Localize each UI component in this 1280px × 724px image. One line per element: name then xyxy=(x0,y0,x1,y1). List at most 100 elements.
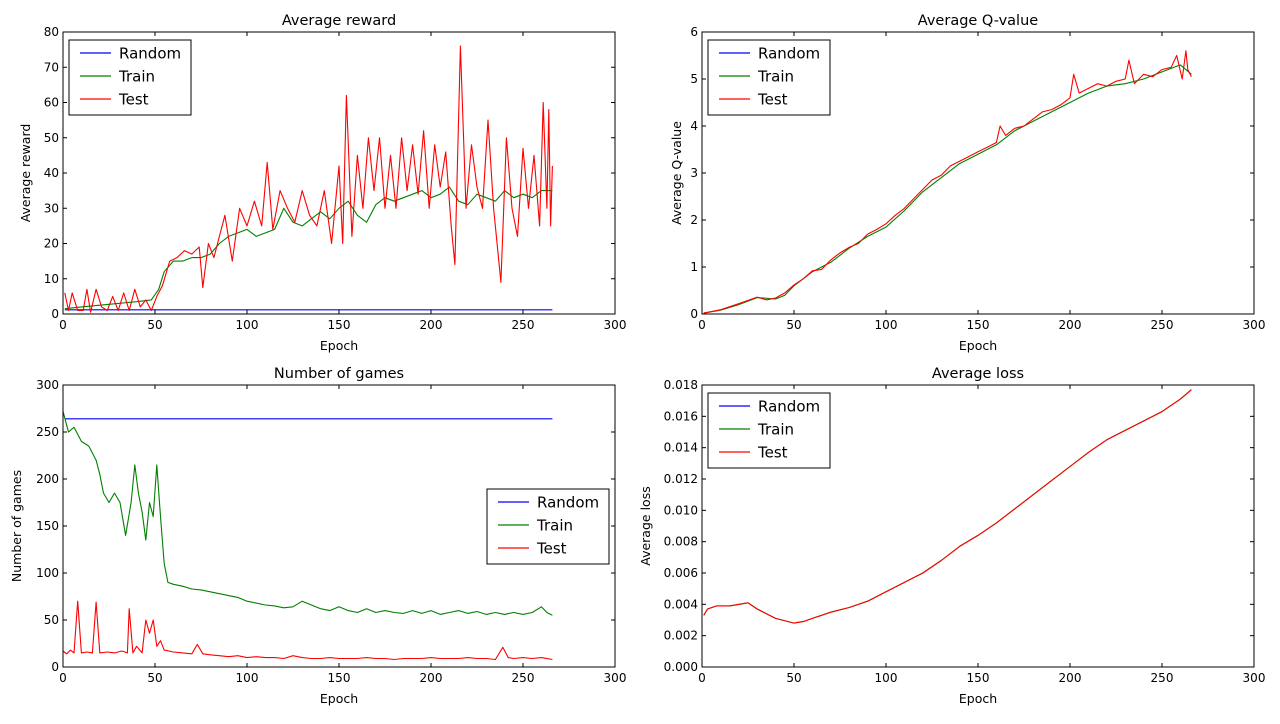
x-tick-label: 200 xyxy=(1059,318,1082,332)
y-axis-label: Average loss xyxy=(638,486,653,565)
x-tick-label: 50 xyxy=(786,671,801,685)
legend: Random Train Test xyxy=(486,488,610,565)
legend-label: Test xyxy=(118,91,149,109)
y-tick-label: 5 xyxy=(690,72,698,86)
series-line-test xyxy=(64,45,553,313)
y-tick-label: 20 xyxy=(44,237,59,251)
y-tick-label: 0.002 xyxy=(664,629,698,643)
y-tick-label: 200 xyxy=(36,472,59,486)
series-line-train xyxy=(63,411,553,616)
legend-label: Train xyxy=(757,421,794,439)
y-tick-label: 0.006 xyxy=(664,566,698,580)
y-tick-label: 3 xyxy=(690,166,698,180)
x-tick-label: 100 xyxy=(875,671,898,685)
x-tick-label: 150 xyxy=(967,671,990,685)
y-tick-label: 4 xyxy=(690,119,698,133)
x-tick-label: 200 xyxy=(420,318,443,332)
y-tick-label: 0.014 xyxy=(664,441,698,455)
legend: Random Train Test xyxy=(707,392,831,469)
y-tick-label: 0.004 xyxy=(664,597,698,611)
x-tick-label: 100 xyxy=(236,671,259,685)
x-tick-label: 200 xyxy=(420,671,443,685)
x-tick-label: 150 xyxy=(328,318,351,332)
series-group xyxy=(63,411,553,661)
y-axis-label: Average Q-value xyxy=(669,121,684,225)
series-group xyxy=(64,45,553,313)
legend-label: Test xyxy=(536,540,567,558)
y-axis-label: Number of games xyxy=(9,470,24,582)
chart-panel: 0 50 100 150 200 250 300 0 50 100 150 200 250 300 Numb… xyxy=(9,366,626,706)
x-tick-label: 300 xyxy=(1243,671,1266,685)
y-tick-label: 80 xyxy=(44,25,59,39)
series-line-test xyxy=(63,600,553,661)
legend-label: Random xyxy=(119,45,181,63)
x-tick-label: 150 xyxy=(328,671,351,685)
x-tick-label: 0 xyxy=(59,671,67,685)
x-axis-label: Epoch xyxy=(320,691,358,706)
y-tick-label: 0.010 xyxy=(664,503,698,517)
x-tick-label: 100 xyxy=(875,318,898,332)
legend-label: Random xyxy=(758,398,820,416)
y-tick-label: 30 xyxy=(44,201,59,215)
legend-label: Train xyxy=(757,68,794,86)
x-axis-label: Epoch xyxy=(959,691,997,706)
series-group xyxy=(703,389,1192,624)
y-tick-label: 0 xyxy=(690,307,698,321)
legend-label: Random xyxy=(758,45,820,63)
series-line-test xyxy=(703,389,1192,624)
legend: Random Train Test xyxy=(707,39,831,116)
y-tick-label: 6 xyxy=(690,25,698,39)
y-tick-label: 250 xyxy=(36,425,59,439)
x-tick-label: 50 xyxy=(147,671,162,685)
chart-title: Average Q-value xyxy=(918,13,1038,29)
y-tick-label: 0.012 xyxy=(664,472,698,486)
x-tick-label: 150 xyxy=(967,318,990,332)
legend: Random Train Test xyxy=(68,39,192,116)
x-axis-label: Epoch xyxy=(959,338,997,353)
chart-panel: 0 50 100 150 200 250 300 0.000 0.002 0.004 0.006 0.… xyxy=(638,366,1265,706)
x-tick-label: 250 xyxy=(1151,318,1174,332)
y-tick-label: 0.000 xyxy=(664,660,698,674)
y-tick-label: 60 xyxy=(44,96,59,110)
y-tick-label: 100 xyxy=(36,566,59,580)
series-line-train xyxy=(64,186,553,310)
x-tick-label: 0 xyxy=(698,671,706,685)
x-tick-label: 0 xyxy=(698,318,706,332)
y-tick-label: 70 xyxy=(44,60,59,74)
y-tick-label: 40 xyxy=(44,166,59,180)
legend-label: Train xyxy=(118,68,155,86)
y-tick-label: 0 xyxy=(51,660,59,674)
x-tick-label: 200 xyxy=(1059,671,1082,685)
y-tick-label: 50 xyxy=(44,131,59,145)
legend-label: Train xyxy=(536,517,573,535)
chart-title: Average loss xyxy=(932,366,1024,382)
y-tick-label: 0.016 xyxy=(664,409,698,423)
series-line-test xyxy=(703,50,1192,314)
y-axis-label: Average reward xyxy=(18,124,33,223)
x-tick-label: 50 xyxy=(786,318,801,332)
y-tick-label: 50 xyxy=(44,613,59,627)
y-tick-label: 0 xyxy=(51,307,59,321)
x-axis-label: Epoch xyxy=(320,338,358,353)
y-tick-label: 0.018 xyxy=(664,378,698,392)
y-tick-label: 0.008 xyxy=(664,535,698,549)
chart-title: Average reward xyxy=(282,13,396,29)
x-tick-label: 250 xyxy=(512,318,535,332)
x-tick-label: 300 xyxy=(1243,318,1266,332)
series-group xyxy=(703,50,1192,314)
x-tick-label: 0 xyxy=(59,318,67,332)
legend-label: Test xyxy=(757,91,788,109)
x-tick-label: 50 xyxy=(147,318,162,332)
x-tick-label: 250 xyxy=(1151,671,1174,685)
x-tick-label: 100 xyxy=(236,318,259,332)
x-tick-label: 300 xyxy=(604,318,627,332)
series-line-train xyxy=(703,64,1192,314)
legend-label: Test xyxy=(757,444,788,462)
y-tick-label: 1 xyxy=(690,260,698,274)
chart-panel: 0 50 100 150 200 250 300 0 1 2 3 4 5 6 Average Q-value… xyxy=(669,13,1265,353)
chart-panel: 0 50 100 150 200 250 300 0 10 20 30 40 50 60 70 80 Avera… xyxy=(18,13,626,353)
y-tick-label: 2 xyxy=(690,213,698,227)
x-tick-label: 250 xyxy=(512,671,535,685)
